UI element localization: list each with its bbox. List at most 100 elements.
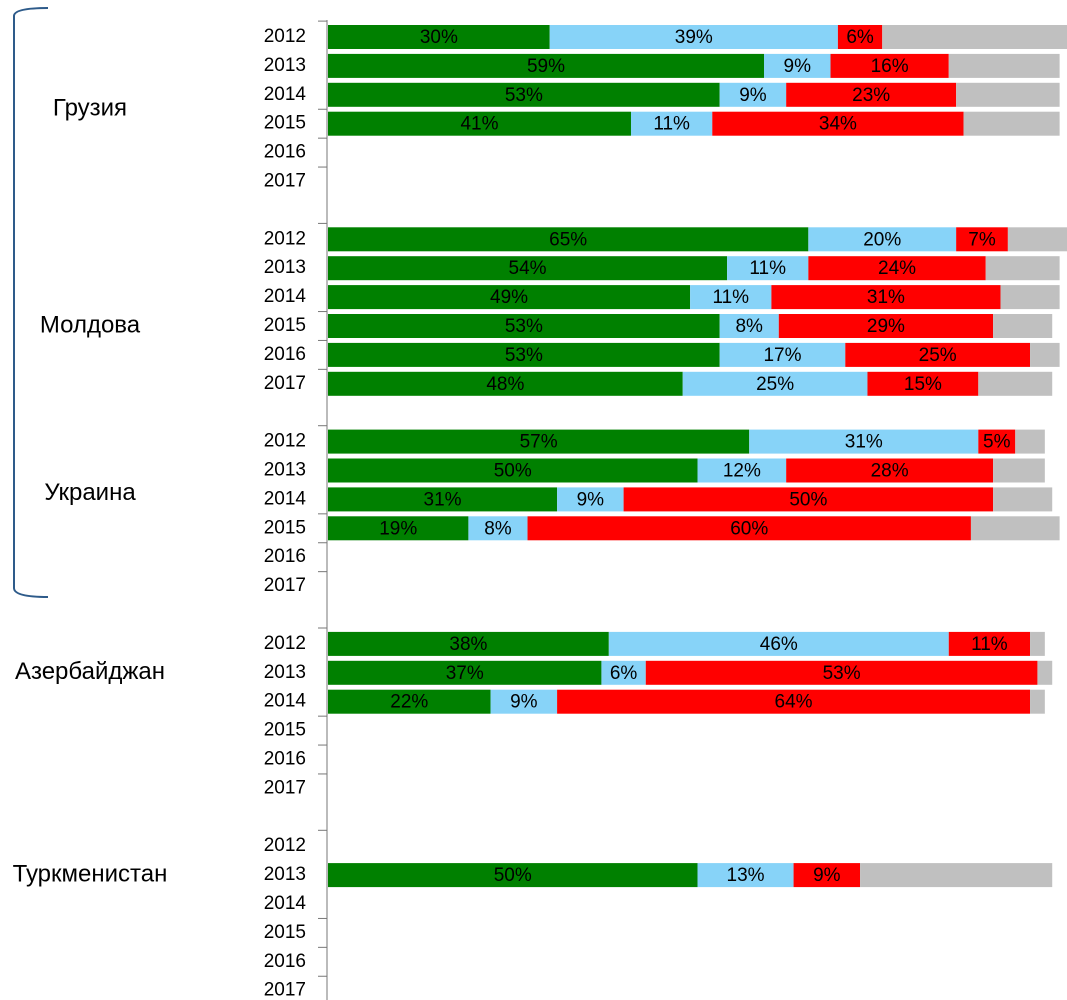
bar-segment bbox=[978, 371, 1053, 396]
bar-segment bbox=[630, 111, 713, 136]
y-tick-label: 2014 bbox=[264, 893, 307, 914]
data-label: 54% bbox=[509, 258, 547, 279]
bar-segment bbox=[970, 516, 1060, 541]
y-tick-label: 2013 bbox=[264, 864, 306, 885]
bar-segment bbox=[727, 256, 809, 281]
y-tick-label: 2015 bbox=[264, 113, 306, 134]
data-label: 37% bbox=[446, 663, 484, 684]
data-label: 59% bbox=[527, 56, 565, 77]
data-label: 28% bbox=[871, 461, 909, 482]
bar-segment bbox=[1030, 631, 1045, 656]
bar-segment bbox=[948, 53, 1060, 78]
data-label: 49% bbox=[490, 287, 528, 308]
data-label: 19% bbox=[379, 518, 417, 539]
group-name: Грузия bbox=[53, 95, 127, 122]
data-label: 11% bbox=[653, 114, 690, 135]
bar-segment bbox=[808, 227, 957, 252]
data-label: 11% bbox=[749, 258, 786, 279]
bar-segment bbox=[993, 487, 1053, 512]
data-label: 48% bbox=[486, 374, 524, 395]
y-tick-label: 2012 bbox=[264, 228, 306, 249]
data-label: 13% bbox=[727, 865, 765, 886]
bar-segment bbox=[793, 863, 861, 888]
data-label: 34% bbox=[819, 114, 857, 135]
bar-segment bbox=[328, 256, 728, 281]
bar-segment bbox=[328, 458, 698, 483]
data-label: 12% bbox=[723, 461, 761, 482]
group-name: Азербайджан bbox=[15, 658, 165, 685]
y-tick-label: 2017 bbox=[264, 373, 306, 394]
data-label: 57% bbox=[520, 432, 558, 453]
y-tick-label: 2012 bbox=[264, 431, 306, 452]
data-label: 9% bbox=[813, 865, 841, 886]
data-label: 53% bbox=[823, 663, 861, 684]
data-label: 24% bbox=[878, 258, 916, 279]
bar-segment bbox=[490, 689, 558, 714]
y-tick-label: 2012 bbox=[264, 835, 306, 856]
data-label: 31% bbox=[424, 489, 462, 510]
y-tick-label: 2016 bbox=[264, 951, 306, 972]
data-label: 53% bbox=[505, 316, 543, 337]
data-label: 31% bbox=[867, 287, 905, 308]
bar-segment bbox=[527, 516, 971, 541]
data-label: 60% bbox=[730, 518, 768, 539]
y-tick-label: 2014 bbox=[264, 691, 307, 712]
data-label: 11% bbox=[712, 287, 749, 308]
y-tick-label: 2014 bbox=[264, 286, 307, 307]
bar-segment bbox=[328, 53, 765, 78]
data-label: 30% bbox=[420, 27, 458, 48]
data-label: 46% bbox=[760, 634, 798, 655]
y-tick-label: 2013 bbox=[264, 460, 306, 481]
y-tick-label: 2017 bbox=[264, 575, 306, 596]
y-tick-label: 2017 bbox=[264, 980, 306, 1000]
y-tick-label: 2012 bbox=[264, 633, 306, 654]
y-tick-label: 2017 bbox=[264, 171, 306, 192]
data-label: 15% bbox=[904, 374, 942, 395]
data-label: 39% bbox=[675, 27, 713, 48]
bar-segment bbox=[808, 256, 986, 281]
bar-segment bbox=[328, 342, 720, 367]
data-label: 9% bbox=[739, 85, 767, 106]
bar-segment bbox=[328, 429, 750, 454]
bar-segment bbox=[764, 53, 831, 78]
data-label: 25% bbox=[919, 345, 957, 366]
data-label: 29% bbox=[867, 316, 905, 337]
bar-segment bbox=[948, 631, 1031, 656]
bar-segment bbox=[328, 82, 720, 107]
data-label: 20% bbox=[863, 229, 901, 250]
bar-segment bbox=[993, 458, 1045, 483]
y-tick-label: 2016 bbox=[264, 546, 306, 567]
bar-segment bbox=[749, 429, 979, 454]
data-label: 22% bbox=[390, 692, 428, 713]
data-label: 53% bbox=[505, 345, 543, 366]
bar-segment bbox=[1015, 429, 1045, 454]
bar-segment bbox=[1037, 660, 1053, 685]
bar-segment bbox=[860, 863, 1053, 888]
data-label: 11% bbox=[971, 634, 1008, 655]
bar-segment bbox=[786, 82, 957, 107]
data-label: 25% bbox=[756, 374, 794, 395]
bar-segment bbox=[771, 285, 1001, 310]
y-tick-label: 2013 bbox=[264, 662, 306, 683]
y-tick-label: 2015 bbox=[264, 517, 306, 538]
bar-segment bbox=[328, 660, 602, 685]
bar-segment bbox=[328, 285, 691, 310]
data-label: 7% bbox=[968, 229, 996, 250]
y-tick-label: 2016 bbox=[264, 344, 306, 365]
data-label: 16% bbox=[871, 56, 909, 77]
bar-segment bbox=[328, 487, 558, 512]
bar-segment bbox=[328, 516, 469, 541]
bar-segment bbox=[328, 689, 491, 714]
data-label: 9% bbox=[784, 56, 812, 77]
bar-segment bbox=[845, 342, 1031, 367]
bar-segment bbox=[328, 371, 683, 396]
bar-segment bbox=[328, 227, 809, 252]
bar-segment bbox=[993, 314, 1053, 338]
bar-segment bbox=[985, 256, 1060, 281]
bar-segment bbox=[719, 314, 779, 338]
bar-segment bbox=[882, 25, 1067, 49]
y-tick-label: 2016 bbox=[264, 142, 306, 163]
data-label: 53% bbox=[505, 85, 543, 106]
data-label: 6% bbox=[846, 27, 874, 48]
bar-segment bbox=[328, 631, 609, 656]
